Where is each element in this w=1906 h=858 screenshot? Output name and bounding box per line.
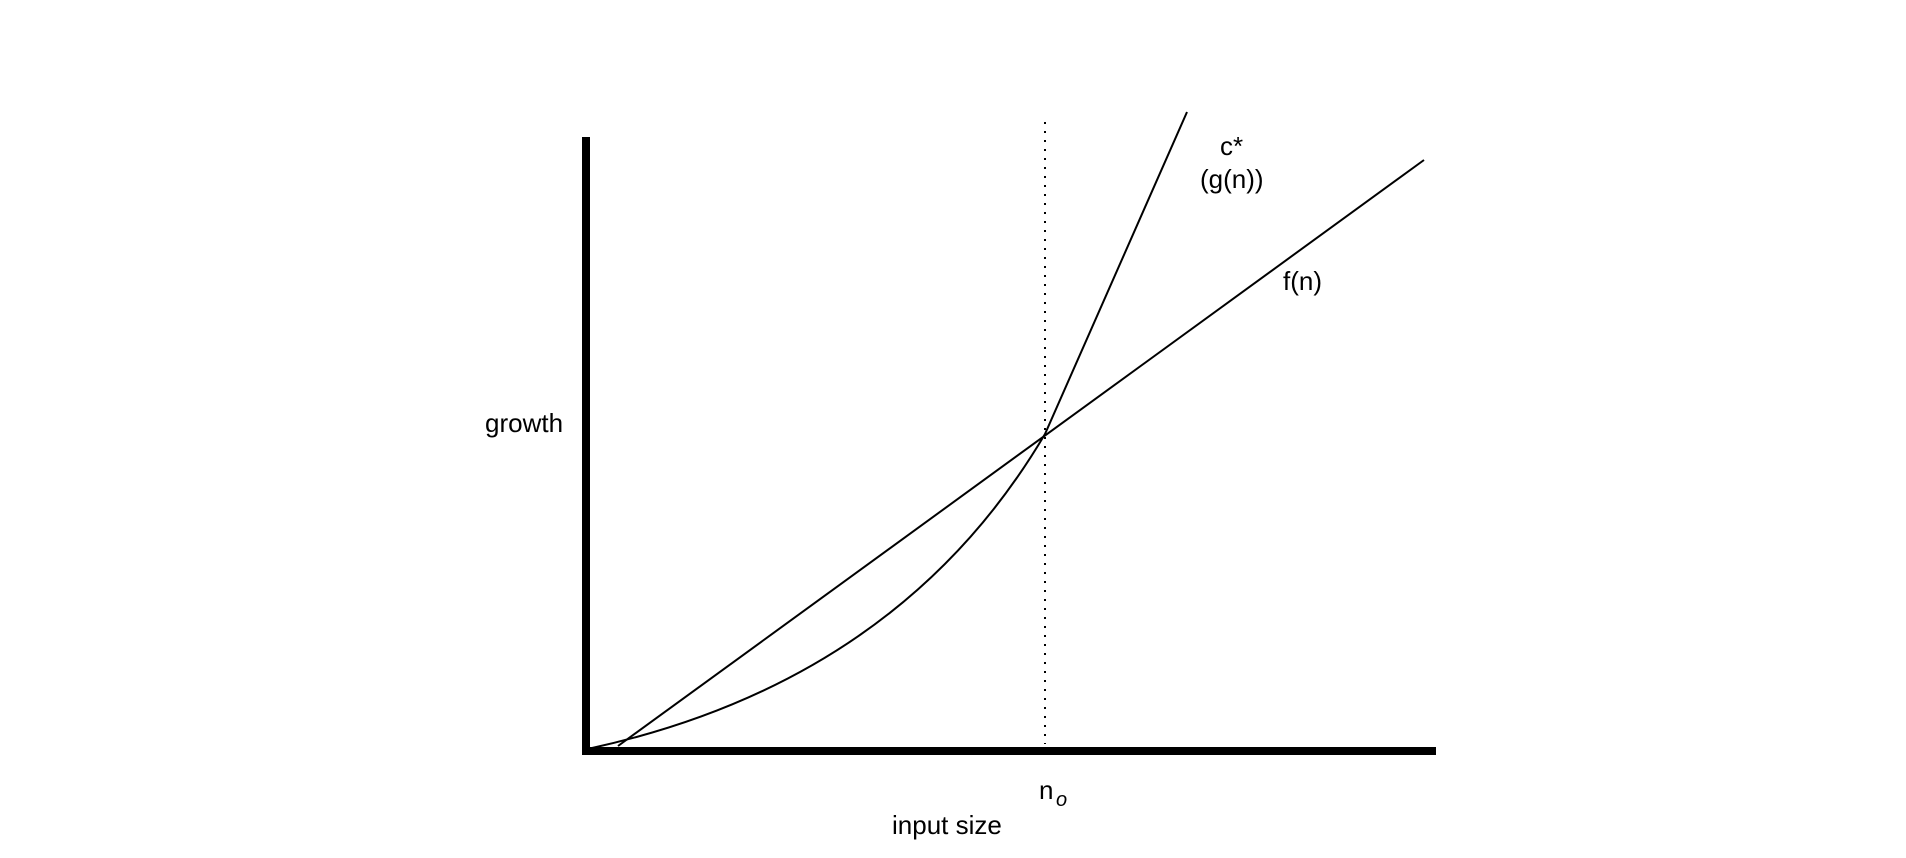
f-line-label: f(n) — [1283, 266, 1322, 296]
threshold-subscript: o — [1056, 789, 1067, 811]
g-curve — [591, 111, 1188, 749]
x-axis-label: input size — [892, 810, 1002, 840]
f-line — [617, 159, 1425, 747]
y-axis-label: growth — [485, 408, 563, 438]
g-curve-label-line1: c* — [1220, 131, 1243, 161]
g-curve-label-line2: (g(n)) — [1200, 164, 1264, 194]
threshold-label: n — [1039, 775, 1053, 805]
